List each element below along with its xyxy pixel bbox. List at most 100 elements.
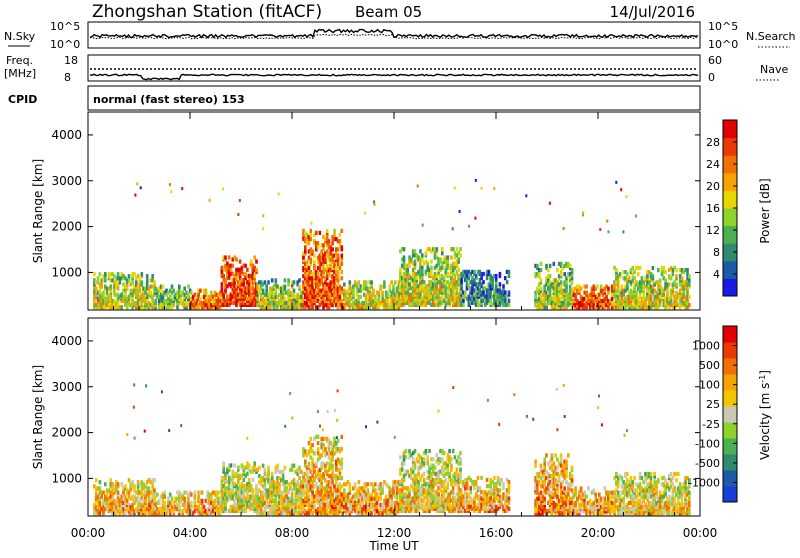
velocity-echo-cell xyxy=(330,486,333,490)
velocity-echo-cell xyxy=(376,501,379,505)
velocity-echo-cell xyxy=(331,464,334,468)
velocity-echo-cell xyxy=(385,495,388,499)
velocity-echo-cell xyxy=(243,478,246,482)
power-echo-cell xyxy=(365,280,368,284)
power-echo-cell xyxy=(443,276,446,280)
power-echo-cell xyxy=(235,303,238,307)
power-echo-cell xyxy=(337,247,340,251)
power-echo-cell xyxy=(569,285,572,289)
power-echo-cell xyxy=(626,195,628,198)
velocity-echo-cell xyxy=(405,455,408,459)
velocity-echo-cell xyxy=(255,484,258,488)
velocity-echo-cell xyxy=(320,453,323,457)
velocity-echo-cell xyxy=(248,463,251,467)
power-echo-cell xyxy=(293,289,296,293)
power-echo-cell xyxy=(146,278,149,282)
velocity-echo-cell xyxy=(104,482,107,486)
power-echo-cell xyxy=(250,260,253,264)
power-echo-cell xyxy=(499,272,502,276)
velocity-echo-cell xyxy=(367,482,370,486)
power-echo-cell xyxy=(672,287,675,291)
power-colorbar-swatch xyxy=(723,138,737,156)
power-echo-cell xyxy=(585,291,588,295)
power-echo-cell xyxy=(317,241,320,245)
power-echo-cell xyxy=(394,280,397,284)
power-echo-cell xyxy=(508,290,511,294)
power-echo-cell xyxy=(482,272,485,276)
power-echo-cell xyxy=(339,233,342,237)
power-echo-cell xyxy=(688,303,691,307)
power-echo-cell xyxy=(102,291,105,295)
power-echo-cell xyxy=(457,274,460,278)
velocity-echo-cell xyxy=(341,466,344,470)
power-echo-cell xyxy=(626,272,629,276)
power-echo-cell xyxy=(322,247,325,251)
power-echo-cell xyxy=(430,266,433,270)
power-echo-cell xyxy=(406,268,409,272)
power-echo-cell xyxy=(271,278,274,282)
power-echo-cell xyxy=(540,262,543,266)
power-echo-cell xyxy=(506,280,509,284)
power-echo-cell xyxy=(540,278,543,282)
velocity-echo-cell xyxy=(224,507,227,511)
velocity-echo-cell xyxy=(349,486,352,490)
velocity-echo-cell xyxy=(117,482,120,486)
power-echo-cell xyxy=(408,282,411,286)
power-echo-cell xyxy=(549,289,552,293)
velocity-echo-cell xyxy=(124,484,127,488)
power-echo-cell xyxy=(628,276,631,280)
velocity-echo-cell xyxy=(333,484,336,488)
power-echo-cell xyxy=(287,282,290,286)
power-colorbar-swatch xyxy=(723,208,737,226)
power-echo-cell xyxy=(341,276,344,280)
power-echo-cell xyxy=(224,255,227,259)
power-echo-cell xyxy=(237,213,239,216)
power-echo-cell xyxy=(230,268,233,272)
velocity-echo-cell xyxy=(137,495,140,499)
nsky-trace xyxy=(90,30,698,38)
power-echo-cell xyxy=(222,188,224,191)
power-echo-cell xyxy=(436,247,439,251)
velocity-echo-cell xyxy=(258,466,261,470)
velocity-echo-cell xyxy=(190,493,193,497)
power-echo-cell xyxy=(373,200,375,203)
power-echo-cell xyxy=(686,268,689,272)
velocity-echo-cell xyxy=(163,491,166,495)
power-echo-cell xyxy=(456,286,459,290)
power-ytick-label: 4000 xyxy=(51,128,82,142)
power-echo-cell xyxy=(650,297,653,301)
power-echo-cell xyxy=(473,270,476,274)
power-echo-cell xyxy=(387,299,390,303)
power-echo-cell xyxy=(141,272,144,276)
velocity-echo-cell xyxy=(401,468,404,472)
velocity-echo-cell xyxy=(310,437,313,441)
power-echo-cell xyxy=(333,229,336,233)
power-echo-cell xyxy=(326,235,329,239)
power-echo-cell xyxy=(210,291,213,295)
power-echo-cell xyxy=(378,291,381,295)
power-echo-cell xyxy=(615,181,617,184)
velocity-echo-cell xyxy=(343,488,346,492)
power-echo-cell xyxy=(488,270,491,274)
power-echo-cell xyxy=(403,247,406,251)
power-echo-cell xyxy=(560,280,563,284)
power-echo-cell xyxy=(495,284,498,288)
power-ylabel: Slant Range [km] xyxy=(31,159,45,263)
power-echo-cell xyxy=(657,268,660,272)
power-echo-cell xyxy=(457,268,460,272)
power-echo-cell xyxy=(341,229,344,233)
velocity-echo-cell xyxy=(392,488,395,492)
power-echo-cell xyxy=(133,272,136,276)
velocity-echo-cell xyxy=(308,495,311,499)
velocity-echo-cell xyxy=(291,468,294,472)
power-echo-cell xyxy=(390,280,393,284)
power-echo-cell xyxy=(181,187,183,190)
power-echo-cell xyxy=(341,299,344,303)
power-echo-cell xyxy=(663,293,666,297)
velocity-echo-cell xyxy=(122,491,125,495)
power-echo-cell xyxy=(275,291,278,295)
